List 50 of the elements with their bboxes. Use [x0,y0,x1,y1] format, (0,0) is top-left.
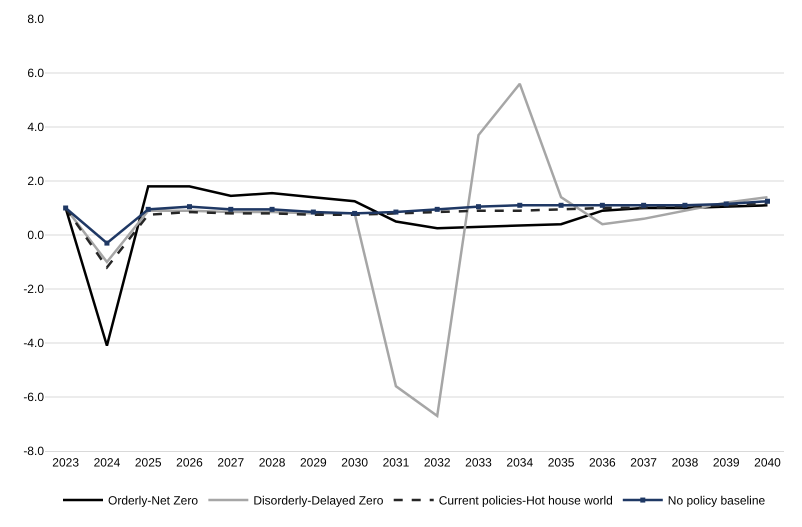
y-tick-label: -6.0 [23,390,44,404]
legend-label: Orderly-Net Zero [108,494,198,508]
legend-label: Disorderly-Delayed Zero [253,494,384,508]
point [724,201,729,206]
x-tick-label: 2025 [134,455,162,470]
x-tick-label: 2034 [506,455,534,470]
x-tick-label: 2040 [754,455,782,470]
x-tick-label: 2038 [672,455,699,470]
point [228,206,234,212]
point [104,240,110,246]
point [558,202,564,208]
point [270,206,275,212]
x-tick-label: 2030 [341,455,368,470]
y-tick-label: 4.0 [27,120,44,134]
x-tick-label: 2027 [217,455,244,470]
x-tick-label: 2032 [424,455,451,470]
point [352,210,358,216]
point [310,210,316,215]
point [393,210,398,215]
x-tick-label: 2039 [712,455,740,470]
y-tick-label: -2.0 [23,282,44,296]
x-tick-label: 2033 [465,455,492,470]
point [434,206,440,212]
point [187,204,192,210]
point [63,206,68,210]
legend-label: Current policies-Hot house world [438,494,613,508]
y-tick-label: -8.0 [23,444,44,458]
x-tick-label: 2031 [382,455,410,470]
point [476,204,481,210]
x-tick-label: 2037 [630,455,658,470]
x-tick-label: 2029 [300,455,328,470]
point [641,202,646,208]
point [517,202,522,208]
line-series [64,185,769,347]
point [600,202,605,208]
point [764,198,770,204]
x-tick-label: 2024 [94,455,121,470]
x-tick-label: 2026 [176,455,204,470]
y-tick-label: 0.0 [27,228,44,242]
y-tick-label: 8.0 [27,12,44,26]
y-tick-label: 6.0 [27,66,44,80]
x-tick-label: 2028 [258,455,286,470]
y-tick-label: 2.0 [27,174,44,188]
x-tick-label: 2023 [52,455,80,470]
x-tick-label: 2036 [589,455,616,470]
legend-label: No policy baseline [668,494,766,508]
point [682,202,688,208]
point [146,206,151,212]
y-tick-label: -4.0 [23,336,44,350]
x-tick-label: 2035 [548,455,575,470]
